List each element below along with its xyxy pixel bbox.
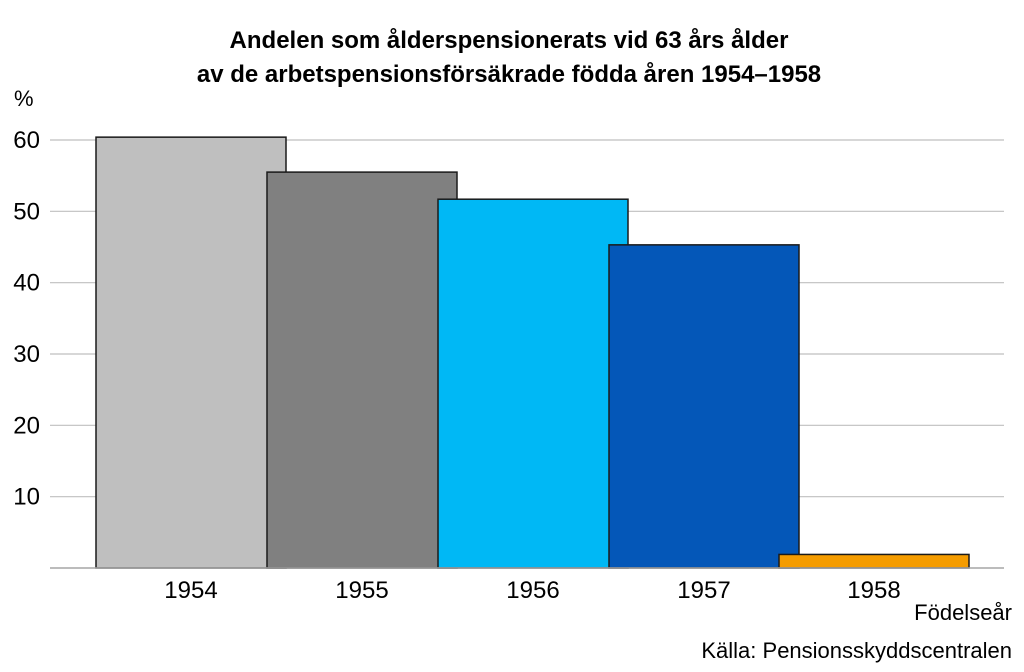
y-tick-label: 40 [13, 270, 40, 297]
x-axis-label: Födelseår [914, 600, 1012, 625]
bars [95, 136, 970, 569]
x-tick-label: 1956 [506, 577, 559, 604]
chart-title-line-1: Andelen som ålderspensionerats vid 63 år… [230, 27, 789, 54]
y-tick-label: 60 [13, 127, 40, 154]
y-tick-label: 30 [13, 341, 40, 368]
bar-1958 [778, 553, 970, 569]
x-tick-label: 1954 [164, 577, 217, 604]
y-tick-label: 50 [13, 198, 40, 225]
y-tick-labels: 10 20 30 40 50 60 [13, 127, 40, 511]
bar-1957 [608, 244, 800, 569]
bar-1954 [95, 136, 287, 569]
y-axis-label: % [14, 86, 34, 111]
bar-1956 [437, 198, 629, 569]
y-tick-label: 20 [13, 412, 40, 439]
chart-title-line-2: av de arbetspensionsförsäkrade födda åre… [197, 61, 821, 88]
x-tick-label: 1957 [677, 577, 730, 604]
bar-1955 [266, 171, 458, 569]
y-tick-label: 10 [13, 484, 40, 511]
x-tick-label: 1958 [847, 577, 900, 604]
x-tick-labels: 1954 1955 1956 1957 1958 [164, 577, 900, 604]
source-note: Källa: Pensionsskyddscentralen [701, 638, 1012, 663]
x-tick-label: 1955 [335, 577, 388, 604]
